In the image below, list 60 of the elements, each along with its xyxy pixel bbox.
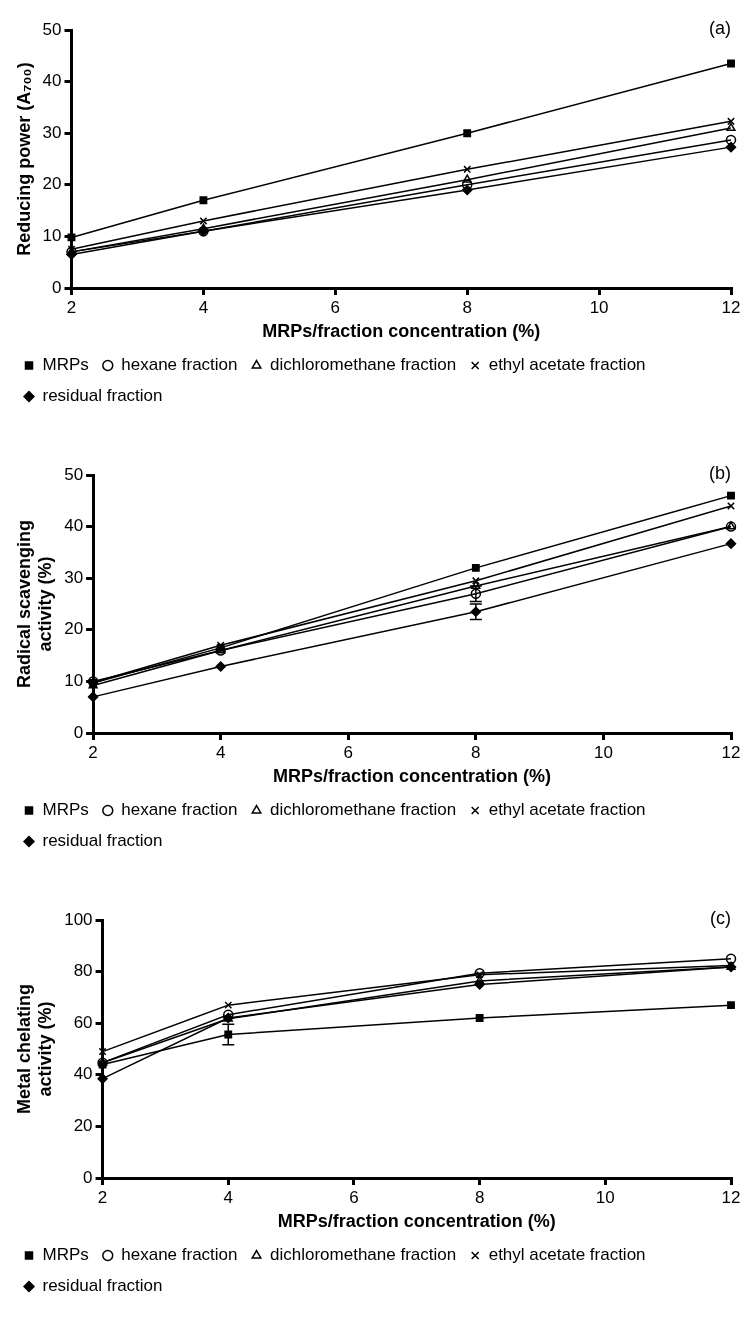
legend-label: MRPs	[42, 1245, 89, 1265]
legend-label: ethyl acetate fraction	[488, 800, 646, 820]
legend-label: residual fraction	[42, 831, 163, 851]
annotation: (c)	[710, 907, 731, 928]
x-tick-label: 6	[330, 297, 341, 317]
x-axis-title: MRPs/fraction concentration (%)	[262, 321, 541, 342]
legend-label: MRPs	[42, 355, 89, 375]
y-tick-label: 80	[73, 961, 93, 981]
legend-label: MRPs	[42, 800, 89, 820]
legend-label: hexane fraction	[121, 355, 238, 375]
x-tick-label: 8	[474, 1187, 485, 1207]
legend-label: hexane fraction	[121, 800, 238, 820]
x-tick-label: 6	[349, 1187, 359, 1207]
y-tick-label: 20	[64, 619, 84, 639]
y-axis-title: Radical scavenging activity (%)	[13, 519, 56, 689]
x-tick-label: 10	[589, 297, 609, 317]
x-tick-label: 8	[462, 297, 472, 317]
y-tick-label: 20	[73, 1116, 93, 1136]
y-tick-label: 50	[64, 464, 84, 484]
legend-label: dichloromethane fraction	[270, 800, 457, 820]
legend-label: dichloromethane fraction	[270, 355, 457, 375]
x-axis-title: MRPs/fraction concentration (%)	[277, 1211, 556, 1232]
x-tick-label: 12	[721, 1187, 741, 1207]
x-tick-label: 4	[215, 742, 226, 762]
x-tick-label: 6	[343, 742, 353, 762]
y-tick-label: 30	[42, 122, 62, 142]
x-tick-label: 4	[223, 1187, 233, 1207]
y-tick-label: 40	[42, 71, 62, 91]
y-axis-title: Metal chelating activity (%)	[13, 983, 56, 1115]
x-tick-label: 12	[721, 297, 741, 317]
y-tick-label: 0	[83, 1167, 93, 1187]
legend-label: dichloromethane fraction	[270, 1245, 457, 1265]
y-tick-label: 40	[64, 516, 84, 536]
y-tick-label: 10	[64, 671, 84, 691]
annotation: (a)	[709, 17, 731, 38]
legend-label: hexane fraction	[121, 1245, 238, 1265]
legend-label: residual fraction	[42, 386, 163, 406]
y-tick-label: 40	[73, 1064, 93, 1084]
y-tick-label: 0	[52, 277, 62, 297]
y-tick-label: 50	[42, 19, 62, 39]
x-tick-label: 10	[593, 742, 613, 762]
y-tick-label: 60	[73, 1012, 93, 1032]
x-tick-label: 12	[721, 742, 741, 762]
y-tick-label: 10	[42, 226, 62, 246]
y-tick-label: 0	[73, 722, 84, 742]
legend-label: residual fraction	[42, 1276, 163, 1296]
annotation: (b)	[709, 462, 731, 483]
y-tick-label: 30	[64, 567, 84, 587]
legend-label: ethyl acetate fraction	[488, 355, 646, 375]
y-tick-label: 20	[42, 174, 62, 194]
x-tick-label: 8	[471, 742, 481, 762]
y-axis-title: Reducing power (A₇₀₀)	[13, 62, 34, 256]
x-axis-title: MRPs/fraction concentration (%)	[273, 766, 552, 787]
x-tick-label: 4	[198, 297, 209, 317]
x-tick-label: 2	[66, 297, 77, 317]
x-tick-label: 2	[97, 1187, 108, 1207]
legend-label: ethyl acetate fraction	[488, 1245, 646, 1265]
x-tick-label: 10	[595, 1187, 615, 1207]
x-tick-label: 2	[88, 742, 98, 762]
y-tick-label: 100	[64, 909, 93, 929]
